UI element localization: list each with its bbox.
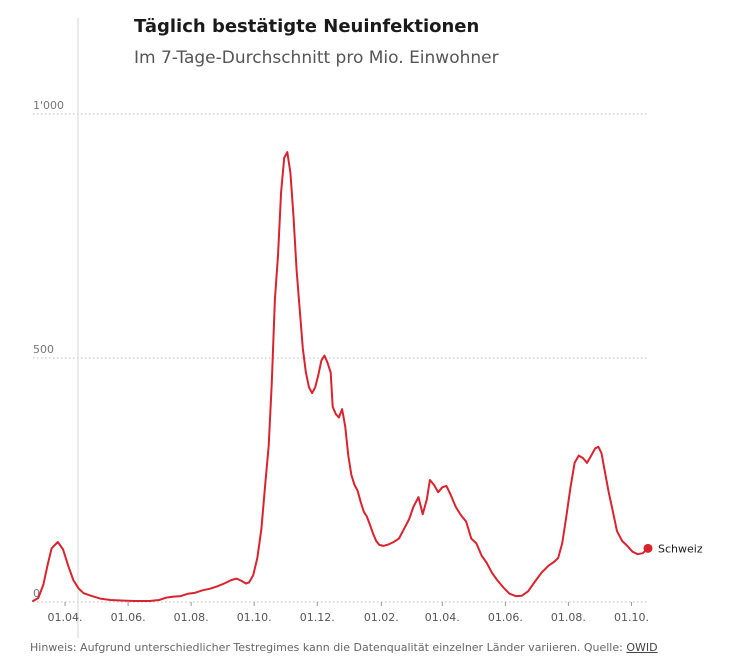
y-tick-label: 500 bbox=[33, 343, 54, 356]
chart-title: Täglich bestätigte Neuinfektionen bbox=[134, 16, 480, 37]
series-endpoint-marker bbox=[643, 543, 653, 553]
source-link[interactable]: OWID bbox=[626, 641, 658, 654]
x-tick-label: 01.10. bbox=[237, 611, 272, 624]
series-line-schweiz bbox=[32, 151, 649, 602]
series-label: Schweiz bbox=[658, 542, 703, 555]
grid-layer bbox=[33, 18, 648, 638]
x-tick-label: 01.04. bbox=[48, 611, 83, 624]
chart-subtitle: Im 7-Tage-Durchschnitt pro Mio. Einwohne… bbox=[134, 48, 499, 68]
footnote-text: Hinweis: Aufgrund unterschiedlicher Test… bbox=[30, 641, 627, 654]
x-tick-label: 01.12. bbox=[300, 611, 335, 624]
x-tick-label: 01.08. bbox=[551, 611, 586, 624]
axis-layer: 1'000 500 0 01.04. 01.06. 01.08. 01.10. 01.12. 0… bbox=[33, 99, 649, 624]
x-tick-label: 01.02. bbox=[364, 611, 399, 624]
x-tick-label: 01.04. bbox=[425, 611, 460, 624]
x-tick-label: 01.08. bbox=[174, 611, 209, 624]
x-tick-label: 01.10. bbox=[614, 611, 649, 624]
series-layer bbox=[32, 151, 653, 602]
y-tick-label: 1'000 bbox=[33, 99, 64, 112]
x-tick-label: 01.06. bbox=[488, 611, 523, 624]
y-tick-label: 0 bbox=[33, 587, 40, 600]
x-tick-label: 01.06. bbox=[111, 611, 146, 624]
label-layer: Schweiz bbox=[658, 542, 703, 555]
footnote: Hinweis: Aufgrund unterschiedlicher Test… bbox=[30, 641, 658, 654]
